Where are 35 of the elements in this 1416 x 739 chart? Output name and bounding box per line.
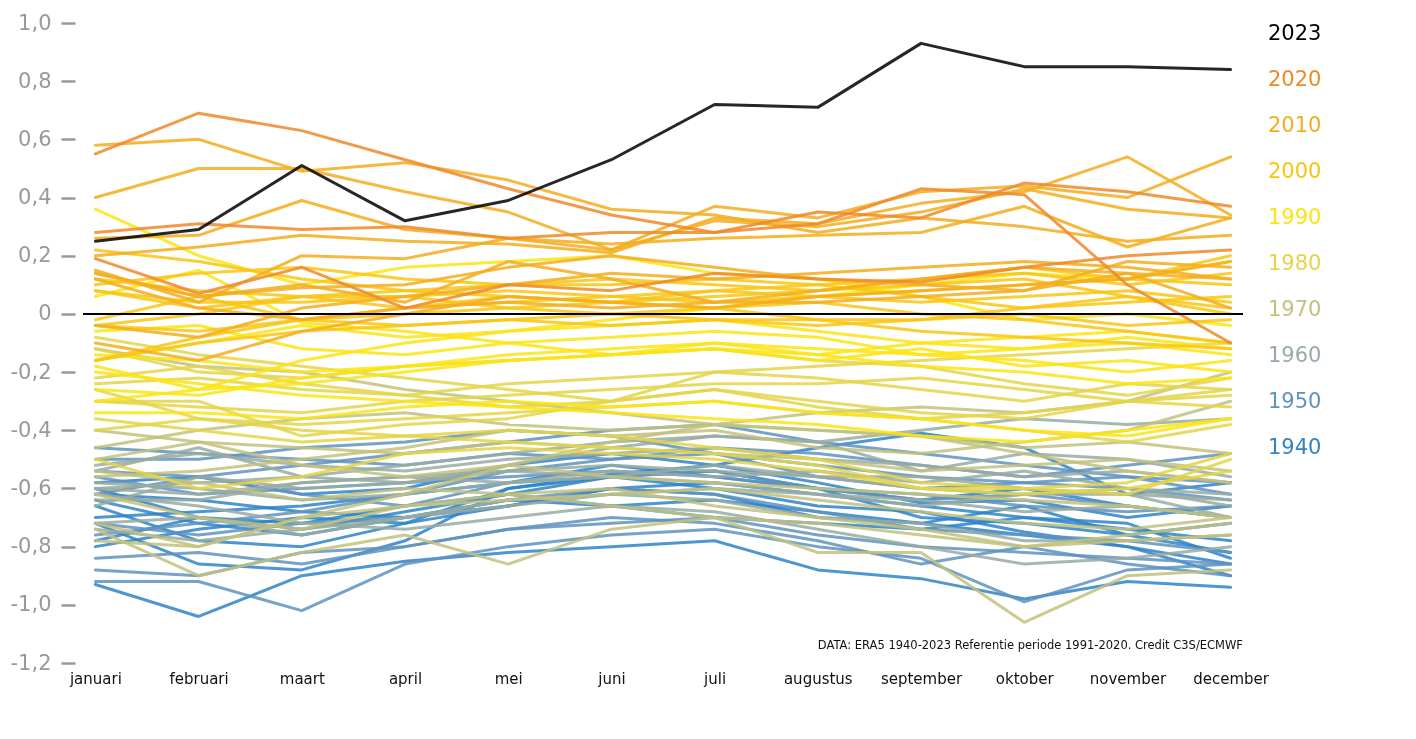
y-tick-label: 0,6 (18, 126, 52, 151)
x-tick-label: mei (494, 669, 523, 688)
y-tick-label: 0,8 (18, 68, 52, 93)
text: 1980 (1268, 250, 1322, 275)
text: 1950 (1268, 388, 1322, 413)
text: 2000 (1268, 158, 1322, 183)
x-tick-label: maart (279, 669, 325, 688)
x-tick-label: oktober (995, 669, 1055, 688)
text: 1960 (1268, 342, 1322, 367)
y-tick-label: -1,0 (10, 592, 52, 617)
x-tick-label: januari (68, 669, 122, 688)
y-tick-label: -0,2 (10, 359, 52, 384)
x-tick-label: september (880, 669, 963, 688)
y-tick-label: 1,0 (18, 10, 52, 35)
text: 1970 (1268, 296, 1322, 321)
text: 2010 (1268, 112, 1322, 137)
x-tick-label: december (1193, 669, 1270, 688)
y-tick-label: 0,2 (18, 243, 52, 268)
annotation: DATA: ERA5 1940-2023 Referentie periode 1991-2020. Credit C3S/ECMWF (817, 638, 1243, 652)
x-tick-label: juli (703, 669, 727, 688)
x-tick-label: augustus (783, 669, 853, 688)
y-tick-label: 0 (38, 301, 52, 326)
y-tick-label: 0,4 (18, 185, 52, 210)
y-tick-label: -0,6 (10, 475, 52, 500)
text: 2023 (1268, 20, 1322, 45)
x-tick-label: november (1089, 669, 1167, 688)
y-tick-label: -0,4 (10, 417, 52, 442)
x-tick-label: juni (597, 669, 626, 688)
y-tick-label: -0,8 (10, 534, 52, 559)
x-tick-label: februari (169, 669, 229, 688)
text: 1990 (1268, 204, 1322, 229)
y-tick-label: -1,2 (10, 650, 52, 675)
text: 2020 (1268, 66, 1322, 91)
text: 1940 (1268, 434, 1322, 459)
x-tick-label: april (388, 669, 423, 688)
